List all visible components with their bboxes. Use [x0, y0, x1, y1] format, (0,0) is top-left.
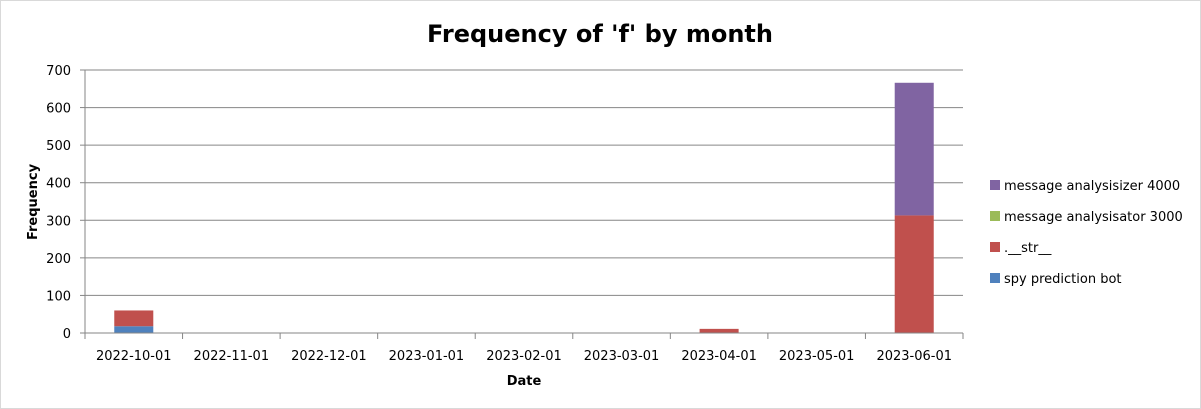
chart-title: Frequency of 'f' by month: [427, 20, 773, 48]
x-tick-label: 2023-06-01: [876, 349, 952, 364]
legend-label: message analysisizer 4000: [1004, 179, 1180, 194]
y-tick-label: 700: [46, 64, 71, 79]
bar-segment: [699, 328, 739, 333]
x-tick-label: 2023-05-01: [779, 349, 855, 364]
legend-swatch: [990, 180, 1000, 190]
bars: [114, 82, 934, 333]
y-tick-labels: 0 100 200 300 400 500 600 700: [46, 64, 71, 342]
x-tick-label: 2022-10-01: [96, 349, 172, 364]
y-tick-label: 500: [46, 139, 71, 154]
bar-segment: [894, 82, 934, 216]
y-tick-label: 400: [46, 177, 71, 192]
x-tick-label: 2023-04-01: [681, 349, 757, 364]
y-tick-label: 100: [46, 289, 71, 304]
legend-label: .__str__: [1004, 241, 1052, 256]
y-tick-label: 300: [46, 214, 71, 229]
legend: message analysisizer 4000 message analysi…: [990, 179, 1183, 287]
x-tick-label: 2023-01-01: [389, 349, 465, 364]
legend-swatch: [990, 211, 1000, 221]
bar-segment: [114, 310, 154, 327]
x-axis-title: Date: [507, 374, 542, 389]
legend-label: message analysisator 3000: [1004, 210, 1183, 225]
bar-segment: [114, 326, 154, 333]
y-axis-title: Frequency: [26, 163, 41, 240]
axes: [84, 70, 964, 339]
x-tick-labels: 2022-10-01 2022-11-01 2022-12-01 2023-01-01…: [96, 349, 952, 364]
y-tick-label: 600: [46, 102, 71, 117]
x-tick-label: 2022-12-01: [291, 349, 367, 364]
y-tick-label: 200: [46, 252, 71, 267]
legend-swatch: [990, 242, 1000, 252]
legend-label: spy prediction bot: [1004, 272, 1122, 287]
bar-segment: [894, 215, 934, 333]
x-tick-label: 2023-03-01: [584, 349, 660, 364]
y-tick-label: 0: [63, 327, 71, 342]
legend-swatch: [990, 273, 1000, 283]
x-tick-label: 2022-11-01: [194, 349, 270, 364]
x-tick-label: 2023-02-01: [486, 349, 562, 364]
grid-lines: [80, 69, 963, 334]
